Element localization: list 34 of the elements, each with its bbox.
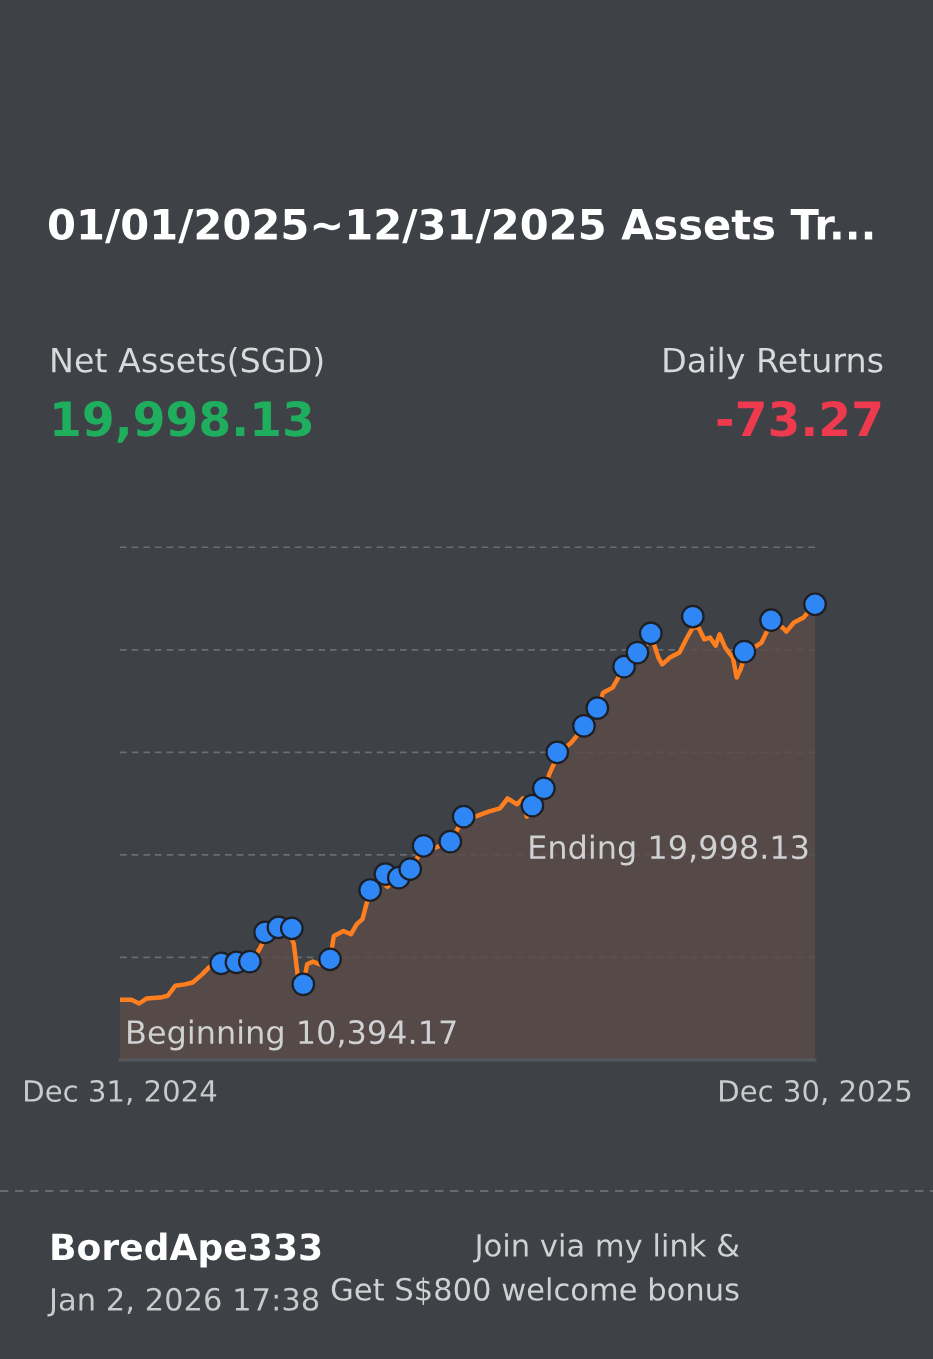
point — [612, 654, 636, 679]
text: 19,998.13 — [54, 400, 312, 443]
point — [585, 696, 610, 721]
text: Jan 2, 2026 17:38 — [47, 1287, 319, 1317]
annotation: Beginning 10,394.17 — [128, 1019, 456, 1051]
point — [237, 949, 262, 974]
point — [279, 916, 304, 941]
point — [680, 604, 705, 629]
point — [532, 776, 556, 801]
point — [291, 972, 316, 997]
point — [438, 829, 463, 854]
point — [318, 947, 342, 972]
point — [572, 714, 596, 738]
point — [759, 608, 783, 633]
x-tick-label: Dec 30, 2025 — [720, 1079, 911, 1105]
point — [358, 878, 382, 902]
text: Get S$800 welcome bonus — [331, 1277, 739, 1305]
text: Daily Returns — [664, 346, 883, 380]
text: -73.27 — [717, 400, 881, 437]
point — [732, 639, 757, 664]
x-tick-label: Dec 31, 2024 — [25, 1079, 217, 1105]
text: BoredApe333 — [52, 1232, 321, 1268]
point — [411, 833, 436, 858]
chart-title: 01/01/2025~12/31/2025 Assets Tr... — [48, 208, 873, 244]
point — [638, 621, 663, 646]
point — [625, 640, 650, 665]
point — [803, 592, 827, 617]
point — [545, 740, 570, 765]
point — [451, 804, 476, 829]
point — [520, 793, 545, 818]
point — [398, 857, 423, 881]
text: Net Assets(SGD) — [52, 346, 323, 377]
text: Join via my link & — [473, 1233, 740, 1263]
annotation: Ending 19,998.13 — [530, 834, 808, 866]
